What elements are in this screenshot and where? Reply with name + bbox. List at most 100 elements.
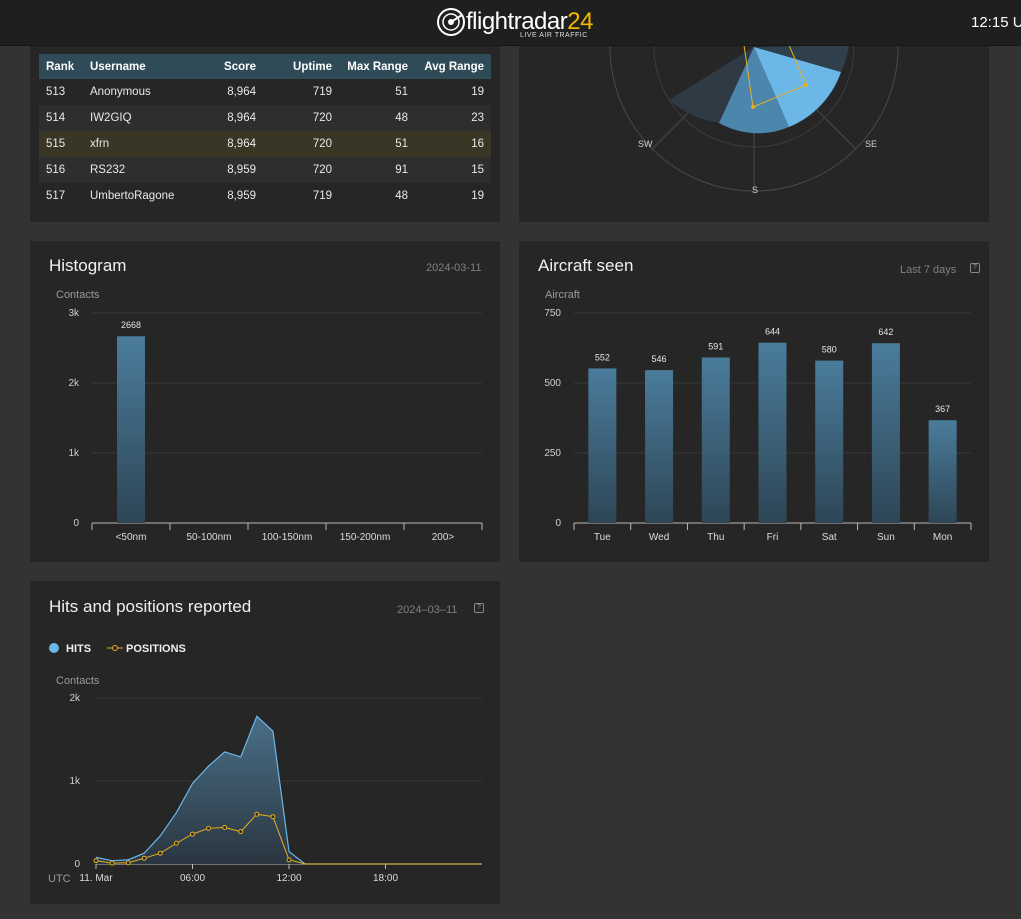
y-tick-label: 500: [544, 378, 561, 389]
avg-range-point: [804, 83, 808, 87]
bar: [871, 343, 900, 523]
x-tick-label: 50-100nm: [186, 532, 231, 543]
col-score[interactable]: Score: [197, 54, 263, 79]
top-bar: flightradar24 LIVE AIR TRAFFIC 12:15 UTC: [0, 0, 1021, 46]
compass-label-se: SE: [865, 139, 877, 149]
cell-score: 8,964: [227, 86, 256, 98]
y-tick-label: 750: [544, 308, 561, 319]
histogram-chart: Contacts 0 1k 2k 3k <50nm 2668 50-100nm 100-150…: [56, 289, 483, 543]
table-row-highlighted[interactable]: 515 xfrn 8,964 720 51 16: [39, 131, 491, 157]
panel-title: Histogram: [49, 256, 127, 275]
x-tick-label: Wed: [649, 532, 669, 543]
aircraft-seen-chart: Aircraft 0 250 500 750 Tue 552 Wed 546 Thu 591 Fri…: [544, 289, 972, 543]
panel-title: Hits and positions reported: [49, 597, 252, 616]
period-label: Last 7 days: [900, 264, 957, 276]
x-tick-label: 11. Mar: [79, 873, 113, 884]
table-row[interactable]: 516 RS232 8,959 720 91 15: [39, 157, 491, 183]
positions-point: [157, 850, 163, 856]
legend-positions[interactable]: POSITIONS: [107, 643, 186, 655]
coverage-sector-max: [754, 47, 841, 127]
cell-max-range: 91: [339, 157, 415, 183]
x-tick-label: Fri: [767, 532, 779, 543]
x-tick-label: <50nm: [116, 532, 147, 543]
positions-point: [238, 829, 244, 835]
cell-uptime: 720: [263, 157, 339, 183]
aircraft-seen-panel: Aircraft seen Last 7 days ? Aircraft 0 25…: [519, 241, 989, 562]
x-tick-label: 100-150nm: [262, 532, 313, 543]
positions-point: [93, 858, 99, 864]
positions-point: [190, 831, 195, 837]
legend-hits[interactable]: HITS: [49, 643, 91, 655]
histogram-plot: 0 1k 2k 3k <50nm 2668 50-100nm 100-150nm 150-200…: [68, 308, 483, 543]
cell-uptime: 720: [263, 131, 339, 157]
table-row[interactable]: 514 IW2GIQ 8,964 720 48 23: [39, 105, 491, 131]
logo-wordmark: flightradar24: [466, 8, 593, 35]
cell-username: RS232: [83, 157, 197, 183]
x-tick-label: 200>: [432, 532, 455, 543]
positions-point: [109, 860, 115, 866]
hits-area: [96, 716, 482, 864]
cell-max-range: 48: [395, 190, 408, 202]
positions-point: [254, 811, 260, 817]
hits-positions-panel: Hits and positions reported 2024–03–11 ?…: [30, 581, 500, 904]
table-row[interactable]: 513 Anonymous 8,964 719 51 19: [39, 79, 491, 105]
y-tick-label: 0: [74, 859, 80, 870]
cell-rank: 515: [39, 131, 83, 157]
positions-point: [270, 814, 276, 820]
histogram-panel: Histogram 2024-03-11 Contacts 0 1k 2k 3k <50…: [30, 241, 500, 562]
cell-avg-range: 19: [471, 86, 484, 98]
avg-range-line: [743, 45, 807, 108]
bar: [758, 342, 787, 523]
table-row[interactable]: 517 UmbertoRagone 8,959 719 48 19: [39, 183, 491, 209]
y-axis-label: Aircraft: [545, 289, 580, 301]
col-username[interactable]: Username: [83, 54, 197, 79]
bar: [815, 360, 844, 523]
logo-tagline: LIVE AIR TRAFFIC: [520, 32, 588, 39]
legend-hits-label: HITS: [66, 643, 91, 655]
y-tick-label: 3k: [68, 308, 80, 319]
bar-data-label: 552: [595, 352, 610, 362]
col-avg-range[interactable]: Avg Range: [415, 54, 491, 79]
cell-username: IW2GIQ: [83, 105, 197, 131]
x-tick-label: 150-200nm: [340, 532, 391, 543]
compass-label-s: S: [752, 185, 758, 195]
legend-positions-label: POSITIONS: [126, 643, 186, 655]
x-tick-label: 18:00: [373, 873, 398, 884]
cell-avg-range: 23: [415, 105, 491, 131]
x-tick-label: Mon: [933, 532, 952, 543]
x-tick-label: Tue: [594, 532, 611, 543]
positions-point: [141, 855, 147, 861]
bar: [645, 370, 674, 523]
cell-rank: 517: [46, 190, 66, 202]
cell-max-range: 51: [339, 131, 415, 157]
bar-data-label: 367: [935, 404, 950, 414]
cell-avg-range: 15: [415, 157, 491, 183]
cell-username: xfrn: [83, 131, 197, 157]
positions-point: [206, 825, 212, 831]
y-tick-label: 1k: [68, 448, 80, 459]
panel-title: Aircraft seen: [538, 256, 634, 275]
x-tick-label: 12:00: [276, 873, 301, 884]
bar-data-label: 644: [765, 327, 780, 337]
x-tick-label: Sun: [877, 532, 895, 543]
bar-data-label: 642: [878, 327, 893, 337]
positions-point: [125, 860, 131, 866]
col-max-range[interactable]: Max Range: [339, 54, 415, 79]
help-icon[interactable]: ?: [474, 603, 484, 613]
col-uptime[interactable]: Uptime: [263, 54, 339, 79]
y-tick-label: 2k: [68, 378, 80, 389]
bar: [701, 357, 730, 523]
positions-point: [222, 824, 228, 830]
help-icon[interactable]: ?: [970, 263, 980, 273]
cell-score: 8,959: [197, 157, 263, 183]
bar-data-label: 2668: [121, 320, 141, 330]
coverage-sector: [754, 45, 849, 72]
y-tick-label: 0: [555, 518, 561, 529]
cell-score: 8,959: [227, 190, 256, 202]
cell-uptime: 719: [312, 190, 332, 202]
radar-icon: [437, 8, 465, 36]
hits-plot: 0 1k 2k 11. Mar 06:00 12:00 18:00: [69, 693, 482, 884]
col-rank[interactable]: Rank: [39, 54, 83, 79]
cell-score: 8,964: [197, 105, 263, 131]
x-tick-label: Sat: [822, 532, 837, 543]
